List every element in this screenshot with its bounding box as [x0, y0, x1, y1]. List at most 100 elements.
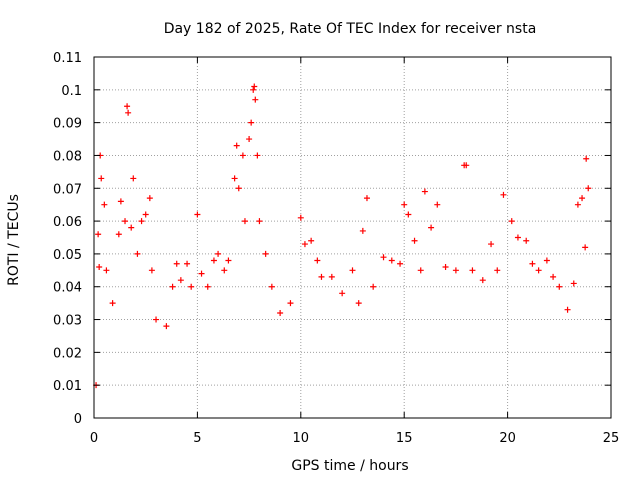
data-point	[500, 191, 507, 198]
data-point	[98, 175, 105, 182]
chart-title: Day 182 of 2025, Rate Of TEC Index for r…	[164, 21, 537, 37]
data-points	[93, 83, 592, 389]
data-point	[523, 237, 530, 244]
data-point	[301, 241, 308, 248]
data-point	[308, 237, 315, 244]
data-point	[579, 195, 586, 202]
data-point	[434, 201, 441, 208]
y-tick-label: 0.06	[53, 215, 82, 230]
y-tick-label: 0.02	[53, 346, 82, 361]
data-point	[122, 218, 129, 225]
data-point	[535, 267, 542, 274]
y-tick-label: 0	[74, 412, 82, 427]
data-point	[314, 257, 321, 264]
data-point	[138, 218, 145, 225]
data-point	[256, 218, 263, 225]
data-point	[583, 155, 590, 162]
data-point	[148, 267, 155, 274]
data-point	[297, 214, 304, 221]
data-point	[246, 136, 253, 143]
data-point	[550, 273, 557, 280]
data-point	[96, 264, 103, 271]
data-point	[250, 86, 257, 93]
data-point	[405, 211, 412, 218]
data-point	[125, 109, 132, 116]
data-point	[146, 195, 153, 202]
data-point	[277, 309, 284, 316]
data-point	[469, 267, 476, 274]
y-tick-label: 0.1	[61, 84, 82, 99]
data-point	[248, 119, 255, 126]
x-axis-label: GPS time / hours	[291, 458, 408, 474]
plot-frame	[93, 56, 612, 419]
grid-lines	[94, 57, 611, 418]
data-point	[582, 244, 589, 251]
y-tick-label: 0.08	[53, 149, 82, 164]
data-point	[262, 250, 269, 257]
data-point	[95, 231, 102, 238]
data-point	[442, 264, 449, 271]
data-point	[109, 300, 116, 307]
data-point	[411, 237, 418, 244]
data-point	[380, 254, 387, 261]
data-point	[117, 198, 124, 205]
data-point	[254, 152, 261, 159]
data-point	[231, 175, 238, 182]
x-tick-label: 20	[499, 431, 516, 446]
x-ticks: 0 5 10 15 20 25	[90, 57, 619, 446]
data-point	[417, 267, 424, 274]
x-tick-label: 15	[396, 431, 413, 446]
data-point	[514, 234, 521, 241]
x-tick-label: 0	[90, 431, 98, 446]
data-point	[124, 103, 131, 110]
data-point	[233, 142, 240, 149]
data-point	[363, 195, 370, 202]
data-point	[318, 273, 325, 280]
data-point	[574, 201, 581, 208]
data-point	[198, 270, 205, 277]
data-point	[204, 283, 211, 290]
data-point	[194, 211, 201, 218]
y-tick-label: 0.04	[53, 281, 82, 296]
data-point	[163, 323, 170, 330]
data-point	[169, 283, 176, 290]
data-point	[508, 218, 515, 225]
y-tick-label: 0.03	[53, 314, 82, 329]
data-point	[339, 290, 346, 297]
data-point	[130, 175, 137, 182]
y-axis-label: ROTI / TECUs	[6, 194, 22, 286]
data-point	[564, 306, 571, 313]
data-point	[184, 260, 191, 267]
data-point	[355, 300, 362, 307]
data-point	[101, 201, 108, 208]
data-point	[251, 83, 258, 90]
data-point	[401, 201, 408, 208]
y-tick-label: 0.11	[53, 51, 82, 66]
y-tick-label: 0.01	[53, 379, 82, 394]
data-point	[215, 250, 222, 257]
data-point	[452, 267, 459, 274]
data-point	[103, 267, 110, 274]
y-ticks: 0 0.01 0.02 0.03 0.04 0.05 0.06 0.07 0.08 0.09 0.1…	[53, 51, 611, 427]
data-point	[529, 260, 536, 267]
data-point	[252, 96, 259, 103]
data-point	[239, 152, 246, 159]
data-point	[328, 273, 335, 280]
data-point	[556, 283, 563, 290]
data-point	[128, 224, 135, 231]
data-point	[397, 260, 404, 267]
data-point	[225, 257, 232, 264]
data-point	[268, 283, 275, 290]
data-point	[543, 257, 550, 264]
y-tick-label: 0.09	[53, 117, 82, 132]
x-tick-label: 5	[193, 431, 201, 446]
data-point	[173, 260, 180, 267]
data-point	[349, 267, 356, 274]
data-point	[585, 185, 592, 192]
data-point	[479, 277, 486, 284]
data-point	[241, 218, 248, 225]
data-point	[210, 257, 217, 264]
data-point	[463, 162, 470, 169]
data-point	[570, 280, 577, 287]
